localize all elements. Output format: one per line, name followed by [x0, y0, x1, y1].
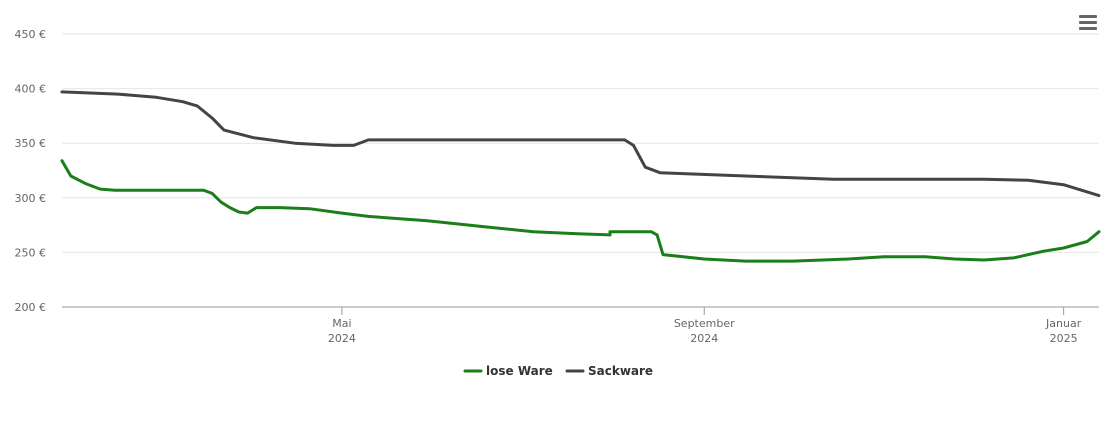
y-tick-label: 400 €: [15, 83, 47, 96]
series-lines: [60, 90, 1101, 263]
x-tick-label: Januar: [1045, 317, 1082, 330]
legend-item[interactable]: lose Ware: [463, 364, 553, 378]
x-axis: Mai 2024 September 2024 Januar 2025: [62, 306, 1099, 345]
series-line: [60, 90, 1101, 198]
menu-bar-2: [1079, 21, 1097, 24]
menu-bar-1: [1079, 15, 1097, 18]
y-tick-label: 450 €: [15, 28, 47, 41]
series-line: [60, 159, 1101, 263]
y-tick-label: 300 €: [15, 192, 47, 205]
y-tick-label: 350 €: [15, 137, 47, 150]
x-tick-label: 2025: [1050, 332, 1078, 345]
y-tick-label: 200 €: [15, 301, 47, 314]
menu-bar-3: [1079, 27, 1097, 30]
legend-label: lose Ware: [486, 364, 553, 378]
x-tick-label: September: [674, 317, 735, 330]
legend[interactable]: lose Ware Sackware: [463, 364, 653, 378]
x-tick-label: Mai: [332, 317, 351, 330]
hamburger-menu-icon[interactable]: [1076, 12, 1100, 32]
legend-label: Sackware: [588, 364, 653, 378]
y-tick-label: 250 €: [15, 246, 47, 259]
y-axis: 200 € 250 € 300 € 350 € 400 € 450 €: [15, 28, 47, 314]
legend-item[interactable]: Sackware: [565, 364, 653, 378]
x-tick-label: 2024: [328, 332, 356, 345]
grid-lines: [62, 33, 1099, 253]
x-tick-label: 2024: [690, 332, 718, 345]
